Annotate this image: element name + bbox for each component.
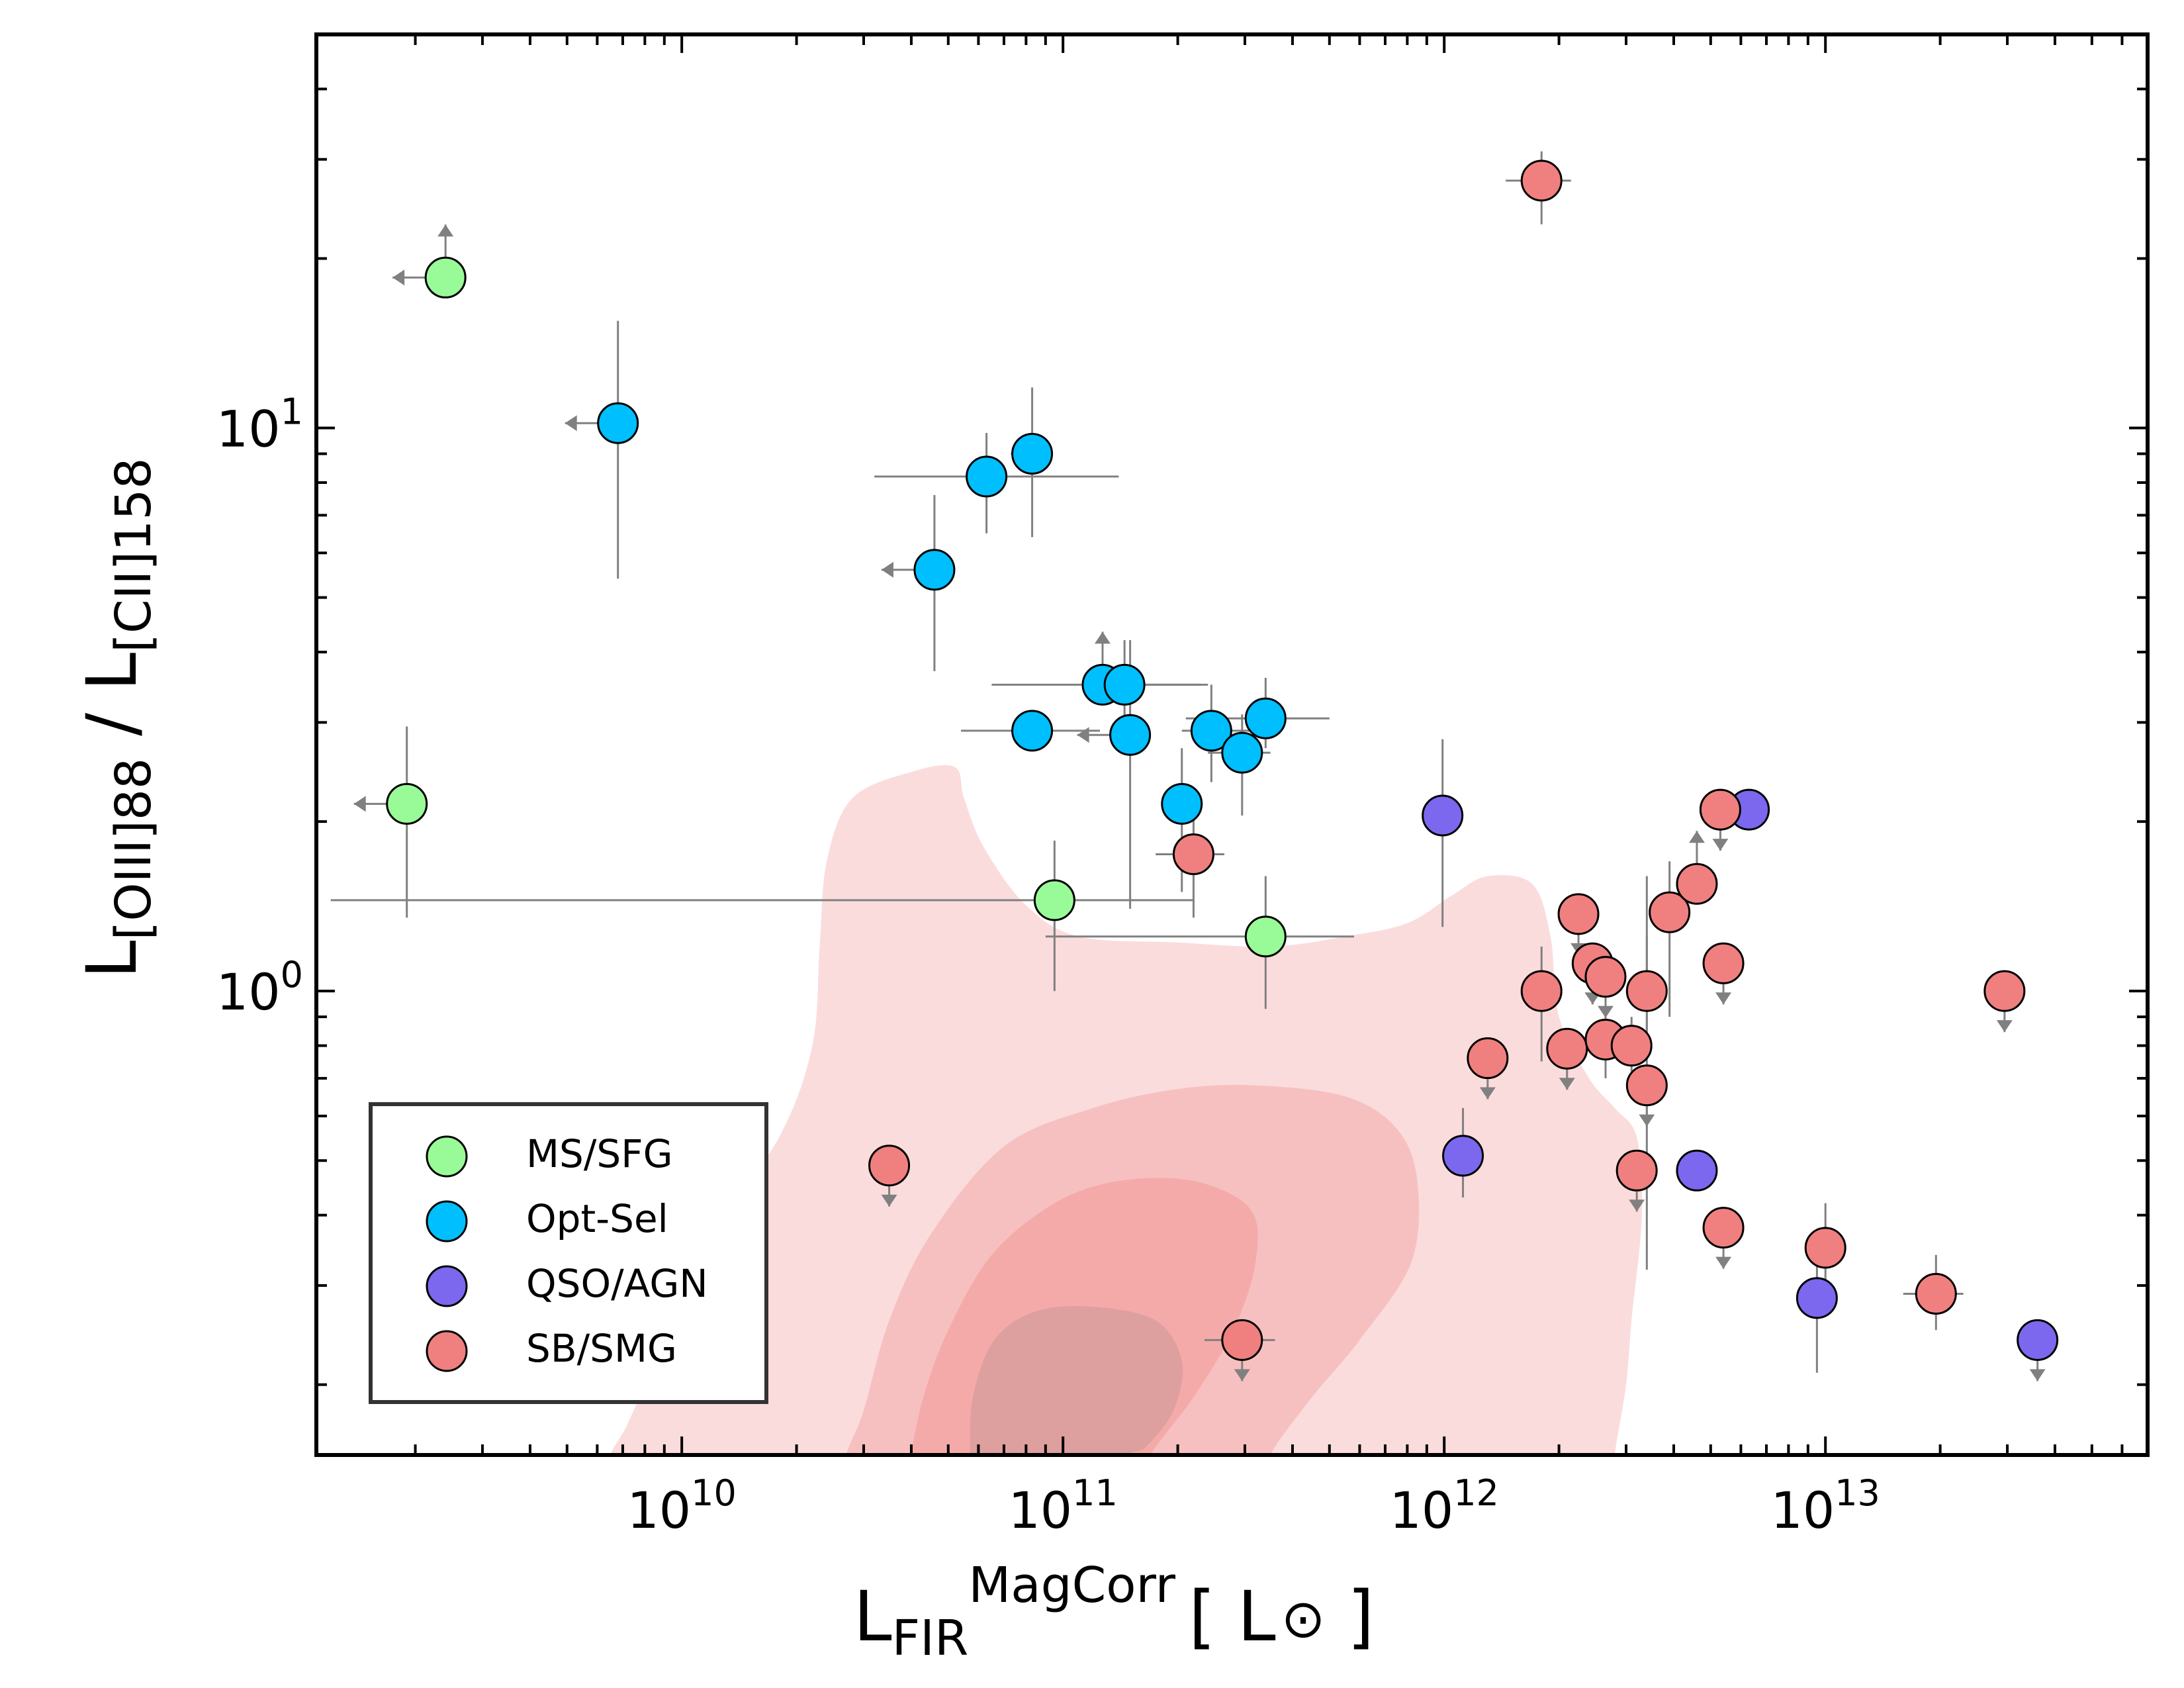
legend-marker-qso-agn	[426, 1265, 468, 1307]
sb-smg-point-14-yupper-arrow	[1639, 1114, 1655, 1127]
sb-smg-point-1	[1172, 833, 1214, 875]
opt-sel-point-8	[1161, 782, 1203, 825]
legend-marker-sb-smg	[426, 1330, 468, 1372]
sb-smg-point-14	[1625, 1064, 1668, 1107]
sb-smg-point-15	[1649, 891, 1691, 933]
sb-smg-point-19-yupper-arrow	[1715, 1256, 1732, 1269]
opt-sel-point-10	[1221, 731, 1263, 774]
sb-smg-point-0	[1520, 160, 1563, 202]
opt-sel-point-11	[1244, 697, 1287, 739]
y-axis-title: L[OIII]88 / L[CII]158	[71, 458, 162, 979]
density-contours	[610, 765, 1643, 1455]
sb-smg-point-17-yupper-arrow	[1712, 839, 1729, 851]
qso-agn-point-4	[1796, 1277, 1838, 1319]
sb-smg-point-16-ylower-arrow	[1688, 831, 1705, 843]
qso-agn-point-5-yupper-arrow	[2029, 1369, 2046, 1382]
opt-sel-point-7-xupper-arrow	[1077, 727, 1089, 743]
ms-sfg-point-1-xupper-arrow	[353, 796, 366, 812]
legend-label-ms-sfg: MS/SFG	[526, 1131, 673, 1176]
sb-smg-point-9	[1584, 956, 1627, 998]
sb-smg-point-5	[1520, 970, 1563, 1012]
opt-sel-point-7	[1109, 714, 1152, 756]
opt-sel-point-0	[597, 402, 639, 444]
y-tick-label-0: 100	[216, 954, 303, 1021]
ms-sfg-point-0-xupper-arrow	[392, 269, 405, 286]
sb-smg-point-2-yupper-arrow	[881, 1194, 897, 1207]
data-points	[386, 160, 2059, 1361]
sb-smg-point-17	[1699, 788, 1741, 831]
legend-label-opt-sel: Opt-Sel	[526, 1196, 668, 1241]
density-contour-level-1	[610, 765, 1643, 1455]
opt-sel-point-9	[1190, 710, 1232, 752]
ms-sfg-point-2	[1033, 879, 1075, 921]
sb-smg-point-22-yupper-arrow	[1996, 1020, 2013, 1033]
legend: MS/SFG Opt-Sel QSO/AGN SB/SMG	[369, 1102, 768, 1404]
sb-smg-point-12-yupper-arrow	[1629, 1199, 1645, 1212]
opt-sel-point-5-ylower-arrow	[1094, 632, 1111, 644]
legend-label-qso-agn: QSO/AGN	[526, 1261, 708, 1306]
legend-entry-sb-smg: SB/SMG	[426, 1326, 677, 1372]
opt-sel-point-1	[913, 549, 956, 591]
sb-smg-point-4-yupper-arrow	[1479, 1087, 1496, 1100]
sb-smg-point-20	[1804, 1227, 1846, 1269]
density-contour-level-3	[911, 1178, 1258, 1455]
opt-sel-point-0-xupper-arrow	[565, 415, 577, 432]
opt-sel-point-4	[1011, 710, 1054, 752]
ms-sfg-point-3	[1244, 915, 1287, 958]
sb-smg-point-11	[1610, 1025, 1653, 1067]
legend-entry-opt-sel: Opt-Sel	[426, 1196, 668, 1243]
opt-sel-point-2	[966, 455, 1008, 498]
qso-agn-point-2	[1676, 1149, 1718, 1192]
sb-smg-point-4	[1467, 1037, 1509, 1080]
x-tick-label-0: 1010	[627, 1472, 736, 1540]
ms-sfg-point-0-ylower-arrow	[437, 224, 454, 237]
sb-smg-point-3-yupper-arrow	[1234, 1369, 1250, 1382]
density-contour-level-4	[970, 1305, 1183, 1455]
legend-entry-ms-sfg: MS/SFG	[426, 1131, 673, 1178]
tick-labels: 1010 1011 1012 1013 100 101	[216, 391, 1880, 1540]
opt-sel-point-1-xupper-arrow	[881, 561, 893, 578]
x-axis-title: LFIRMagCorr[ L ⊙ ]	[854, 1557, 1375, 1667]
sb-smg-point-3	[1221, 1319, 1263, 1361]
sb-smg-point-18	[1702, 942, 1745, 984]
sb-smg-point-12	[1615, 1149, 1658, 1192]
x-tick-label-2: 1012	[1389, 1472, 1498, 1540]
legend-entry-qso-agn: QSO/AGN	[426, 1261, 708, 1307]
sb-smg-point-2	[868, 1145, 911, 1187]
opt-sel-point-6	[1103, 663, 1146, 706]
y-tick-label-1: 101	[216, 391, 303, 459]
ms-sfg-point-1	[386, 782, 428, 825]
qso-agn-point-0	[1422, 794, 1464, 837]
x-tick-label-1: 1011	[1008, 1472, 1117, 1540]
legend-marker-ms-sfg	[426, 1135, 468, 1178]
ms-sfg-point-0	[424, 256, 467, 299]
density-contour-level-2	[846, 1084, 1420, 1455]
legend-label-sb-smg: SB/SMG	[526, 1326, 677, 1371]
axes	[314, 32, 2150, 1457]
opt-sel-point-3	[1011, 432, 1054, 475]
legend-marker-opt-sel	[426, 1200, 468, 1243]
sb-smg-point-6	[1546, 1027, 1588, 1070]
plot-frame	[314, 32, 2150, 1457]
x-tick-label-3: 1013	[1770, 1472, 1880, 1540]
qso-agn-point-1	[1442, 1135, 1484, 1177]
sb-smg-point-19	[1702, 1207, 1745, 1249]
sb-smg-point-21	[1915, 1272, 1957, 1315]
sb-smg-point-16	[1676, 863, 1718, 905]
sb-smg-point-7	[1557, 893, 1600, 935]
sb-smg-point-22	[1983, 970, 2026, 1012]
qso-agn-point-5	[2017, 1319, 2059, 1361]
sb-smg-point-6-yupper-arrow	[1559, 1078, 1575, 1090]
sb-smg-point-18-yupper-arrow	[1715, 992, 1732, 1005]
sb-smg-point-13	[1625, 970, 1668, 1012]
